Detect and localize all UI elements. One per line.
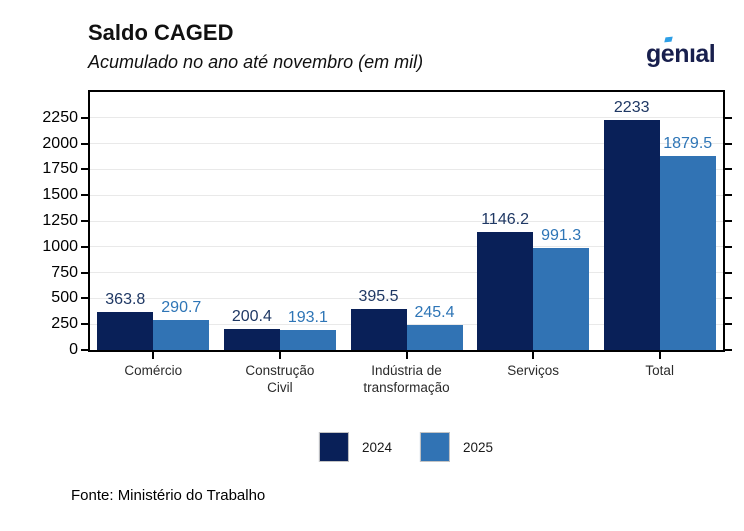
value-label-2024: 1146.2 [481, 210, 529, 228]
category-label: Indústria de transformação [363, 363, 450, 395]
y-tick-label: 1000 [42, 237, 78, 255]
category-label: Construção Civil [245, 363, 315, 395]
grid-line [90, 168, 723, 170]
bar-2024 [477, 231, 534, 350]
value-label-2025: 991.3 [541, 226, 582, 244]
chart-subtitle: Acumulado no ano até novembro (em mil) [88, 52, 424, 72]
y-tick-right [725, 245, 732, 248]
value-label-2025: 1879.5 [663, 135, 713, 153]
legend-item-2025: 2025 [420, 432, 493, 462]
logo-text-pre: g [646, 40, 661, 68]
y-tick-right [725, 220, 732, 222]
y-tick [81, 271, 88, 274]
grid-line [90, 220, 723, 222]
y-tick [81, 245, 88, 248]
x-tick [658, 352, 661, 359]
x-tick [405, 352, 408, 359]
x-tick [278, 352, 281, 359]
y-tick-label: 250 [51, 315, 78, 333]
x-tick [152, 352, 155, 359]
value-label-2025: 245.4 [414, 303, 455, 321]
y-tick [81, 168, 88, 171]
y-tick-label: 1750 [42, 160, 78, 178]
grid-line [90, 143, 723, 145]
legend-swatch-2024 [318, 432, 349, 462]
y-tick-right [725, 116, 732, 119]
grid-line [90, 272, 723, 274]
y-tick-label: 750 [51, 263, 78, 281]
grid-line [90, 297, 723, 299]
bar-2025 [406, 324, 463, 350]
category-label: Total [645, 363, 674, 378]
y-tick-label: 500 [51, 289, 78, 307]
value-label-2024: 363.8 [105, 291, 146, 309]
plot-area: 363.8 290.7 200.4 193.1 395.5 245.4 1146.2 991.… [88, 90, 725, 352]
y-tick-label: 0 [69, 341, 78, 358]
y-tick-right [725, 194, 732, 197]
grid-line [90, 246, 723, 248]
bar-2024 [350, 309, 407, 350]
category-label: Serviços [507, 363, 559, 378]
bar-2024 [97, 312, 154, 350]
y-tick [81, 194, 88, 197]
bar-2025 [153, 320, 210, 350]
x-tick [532, 352, 535, 359]
value-label-2024: 200.4 [231, 308, 272, 326]
y-tick-label: 2000 [42, 134, 78, 152]
y-tick-right [725, 271, 732, 274]
logo-letter-e: e [661, 36, 675, 69]
y-tick [81, 349, 88, 351]
y-tick-right [725, 142, 732, 145]
legend-item-2024: 2024 [318, 432, 392, 462]
grid-line [90, 117, 723, 119]
y-tick-right [725, 349, 732, 351]
y-tick-label: 2250 [42, 108, 78, 126]
category-label: Comércio [124, 363, 183, 378]
grid-line [90, 194, 723, 196]
y-tick-right [725, 297, 732, 300]
y-tick-label: 1250 [42, 212, 78, 229]
legend-swatch-2025 [420, 432, 450, 462]
value-label-2024: 2233 [613, 98, 650, 116]
y-tick [81, 116, 88, 119]
legend-label: 2024 [361, 439, 392, 455]
logo-text-post: nıal [674, 40, 716, 68]
value-label-2025: 193.1 [287, 309, 328, 327]
y-tick [81, 323, 88, 326]
legend: 2024 2025 [318, 432, 493, 462]
bar-2025 [659, 156, 716, 350]
value-label-2025: 290.7 [161, 299, 202, 316]
y-tick-right [725, 168, 732, 171]
bar-2025 [533, 247, 590, 350]
y-tick [81, 297, 88, 300]
grid-line [90, 323, 723, 325]
genial-logo: g enıal [646, 36, 716, 69]
footer-source: Fonte: Ministério do Trabalho [71, 487, 266, 504]
y-tick-right [725, 323, 732, 326]
bar-2024 [223, 329, 280, 350]
y-tick [81, 220, 88, 222]
value-label-2024: 395.5 [358, 288, 399, 306]
logo-accent-icon [664, 36, 673, 43]
legend-label: 2025 [463, 439, 494, 455]
bar-2024 [603, 119, 660, 350]
chart-title: Saldo CAGED [88, 20, 234, 45]
y-tick [81, 142, 88, 145]
y-tick-label: 1500 [42, 186, 78, 204]
bar-2025 [279, 330, 336, 350]
